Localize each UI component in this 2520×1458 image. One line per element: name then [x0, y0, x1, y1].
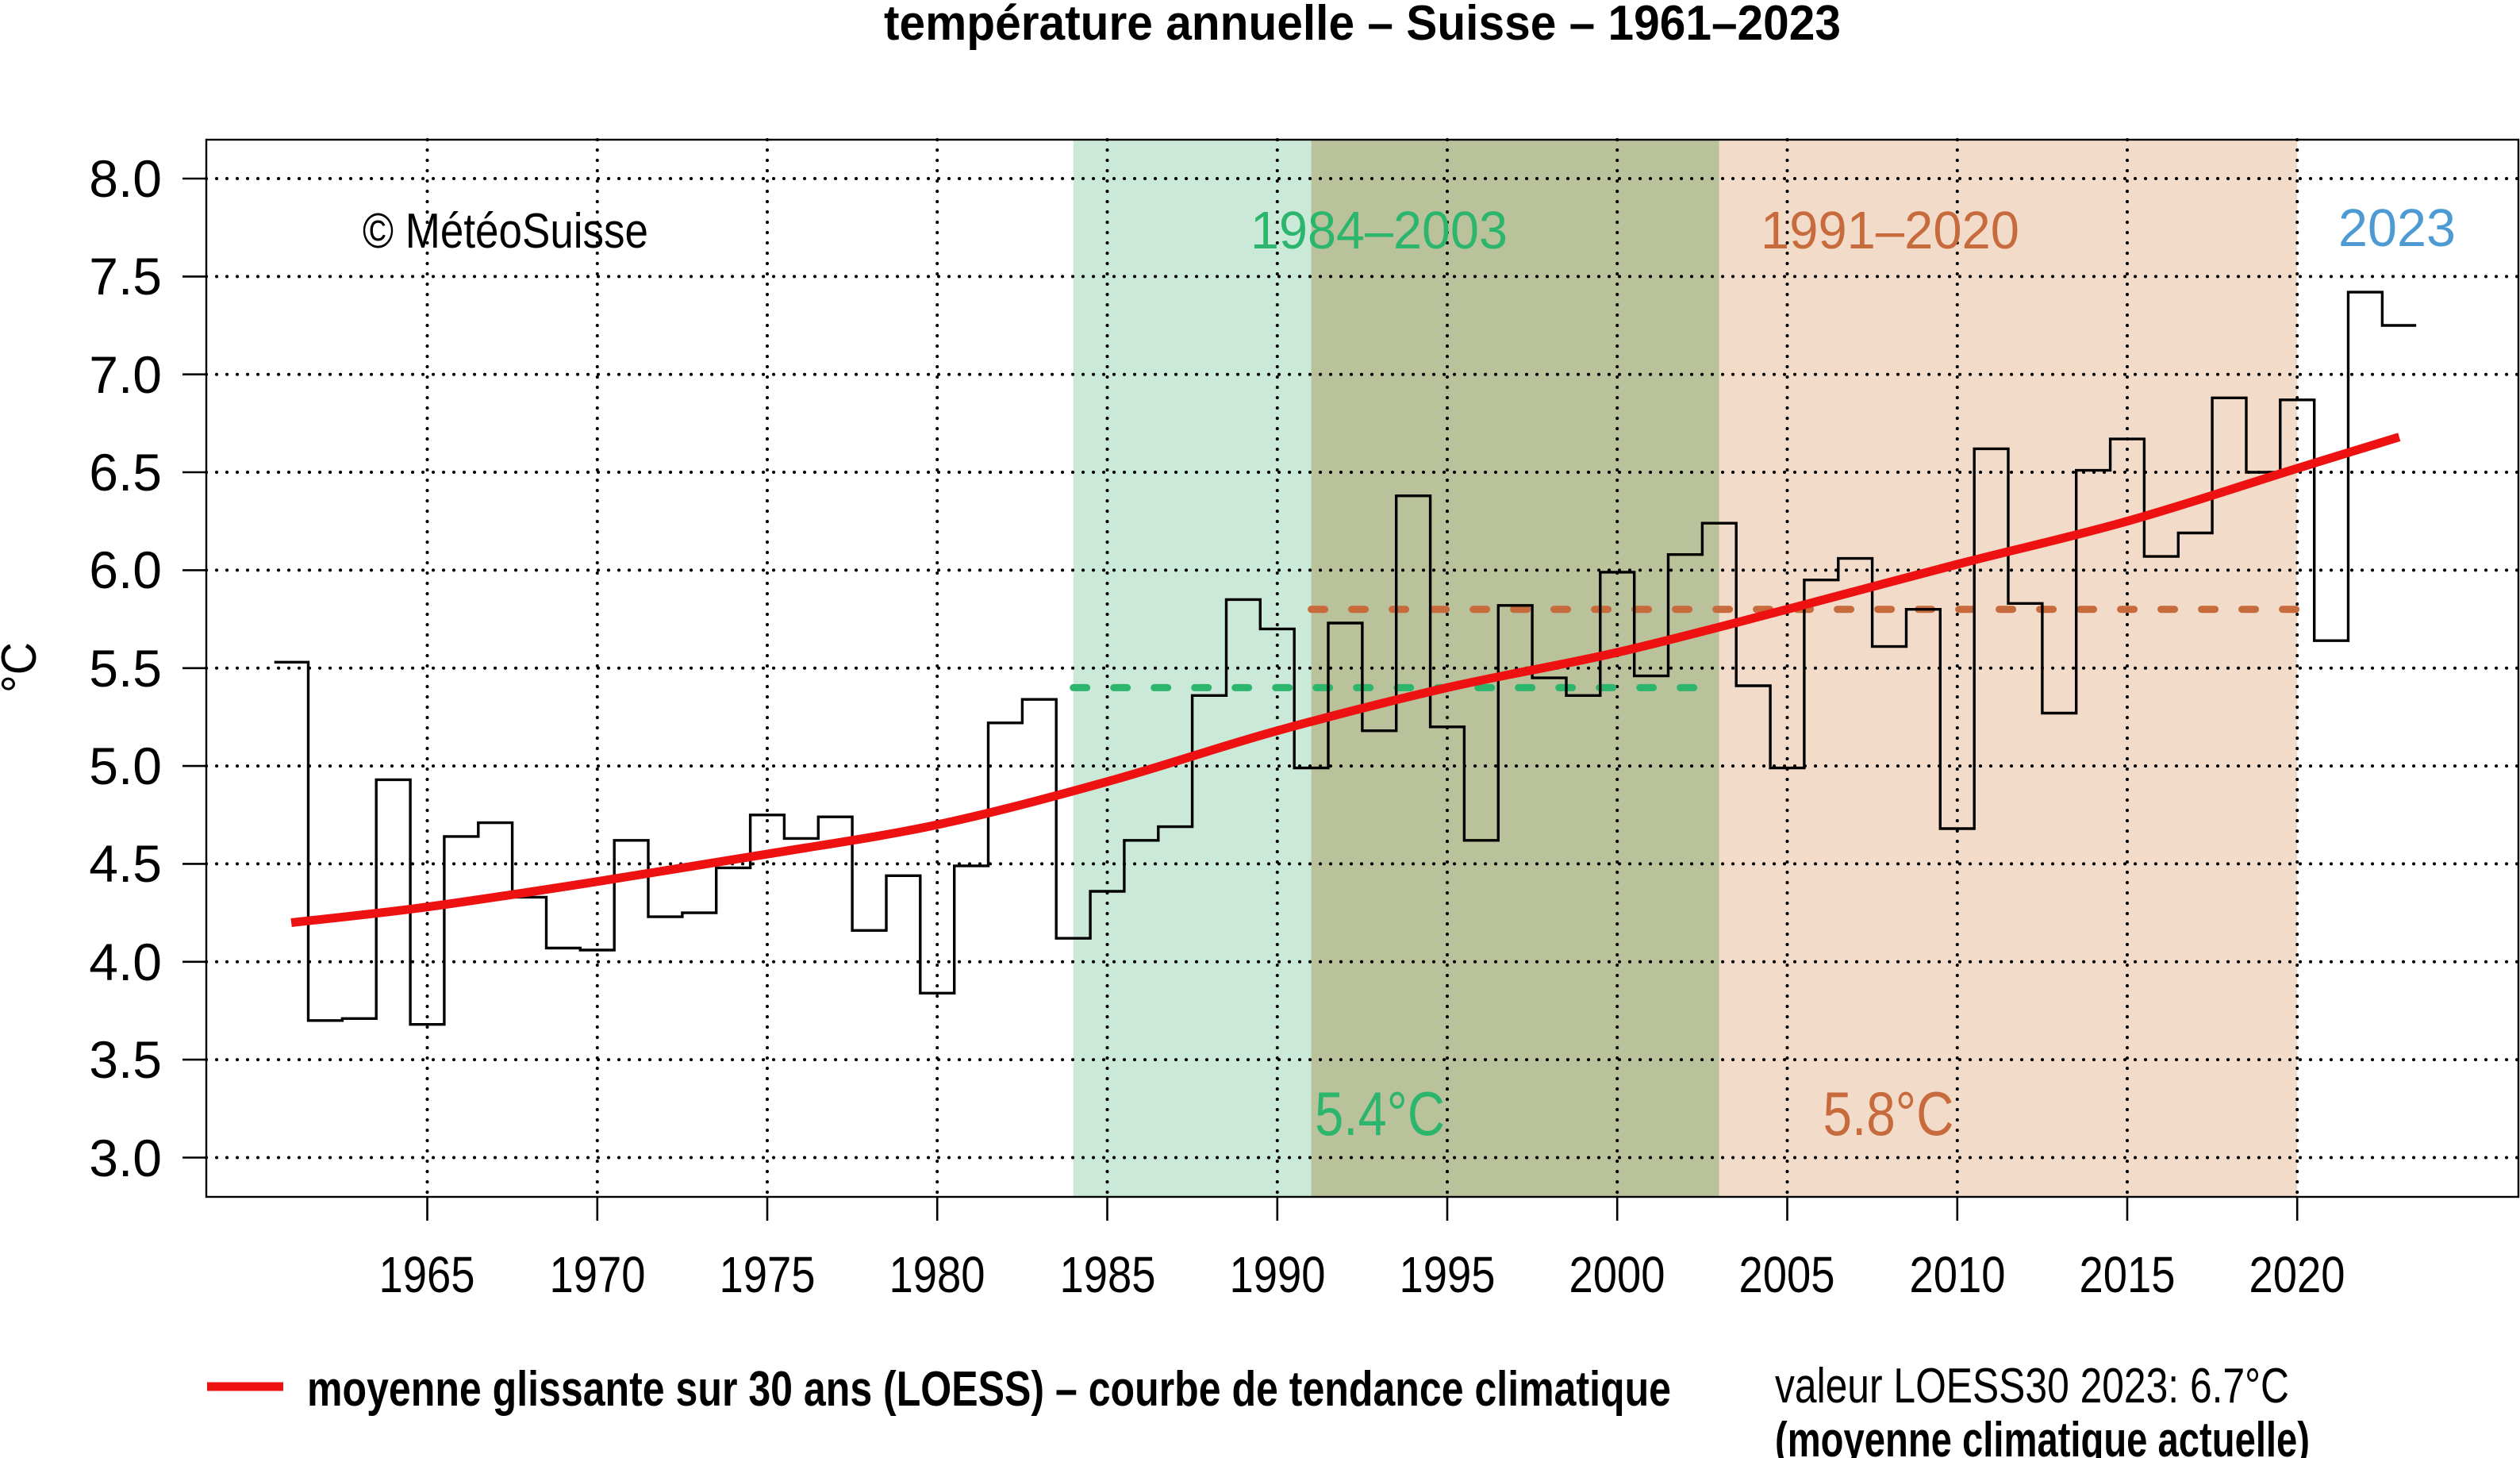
- svg-text:2020: 2020: [2249, 1246, 2345, 1303]
- svg-text:7.0: 7.0: [89, 345, 162, 404]
- svg-text:7.5: 7.5: [89, 247, 162, 306]
- svg-text:5.4°C: 5.4°C: [1315, 1079, 1445, 1148]
- svg-text:(moyenne climatique actuelle): (moyenne climatique actuelle): [1775, 1413, 2310, 1458]
- svg-text:4.5: 4.5: [89, 834, 162, 893]
- svg-text:1985: 1985: [1060, 1246, 1156, 1303]
- svg-text:5.0: 5.0: [89, 737, 162, 795]
- svg-text:5.5: 5.5: [89, 639, 162, 698]
- svg-text:1970: 1970: [550, 1246, 646, 1303]
- svg-text:© MétéoSuisse: © MétéoSuisse: [363, 204, 648, 259]
- svg-text:3.0: 3.0: [89, 1129, 162, 1187]
- svg-text:1975: 1975: [720, 1246, 816, 1303]
- svg-text:moyenne glissante sur 30 ans (: moyenne glissante sur 30 ans (LOESS) – c…: [307, 1362, 1671, 1417]
- svg-text:6.5: 6.5: [89, 443, 162, 502]
- svg-text:1965: 1965: [379, 1246, 475, 1303]
- svg-text:5.8°C: 5.8°C: [1823, 1079, 1954, 1148]
- svg-text:1991–2020: 1991–2020: [1761, 201, 2019, 260]
- svg-text:1995: 1995: [1400, 1246, 1496, 1303]
- svg-text:1980: 1980: [889, 1246, 985, 1303]
- svg-text:valeur LOESS30 2023: 6.7°C: valeur LOESS30 2023: 6.7°C: [1775, 1359, 2289, 1414]
- svg-text:°C: °C: [0, 642, 47, 693]
- svg-text:3.5: 3.5: [89, 1030, 162, 1089]
- svg-text:2010: 2010: [1910, 1246, 2006, 1303]
- svg-text:2005: 2005: [1739, 1246, 1835, 1303]
- svg-text:8.0: 8.0: [89, 149, 162, 208]
- svg-text:température annuelle – Suisse: température annuelle – Suisse – 1961–202…: [884, 0, 1841, 51]
- svg-text:1984–2003: 1984–2003: [1250, 201, 1508, 260]
- svg-text:2000: 2000: [1569, 1246, 1665, 1303]
- svg-text:2015: 2015: [2080, 1246, 2176, 1303]
- svg-text:4.0: 4.0: [89, 933, 162, 991]
- svg-text:2023: 2023: [2338, 198, 2456, 258]
- svg-text:1990: 1990: [1230, 1246, 1326, 1303]
- svg-text:6.0: 6.0: [89, 540, 162, 599]
